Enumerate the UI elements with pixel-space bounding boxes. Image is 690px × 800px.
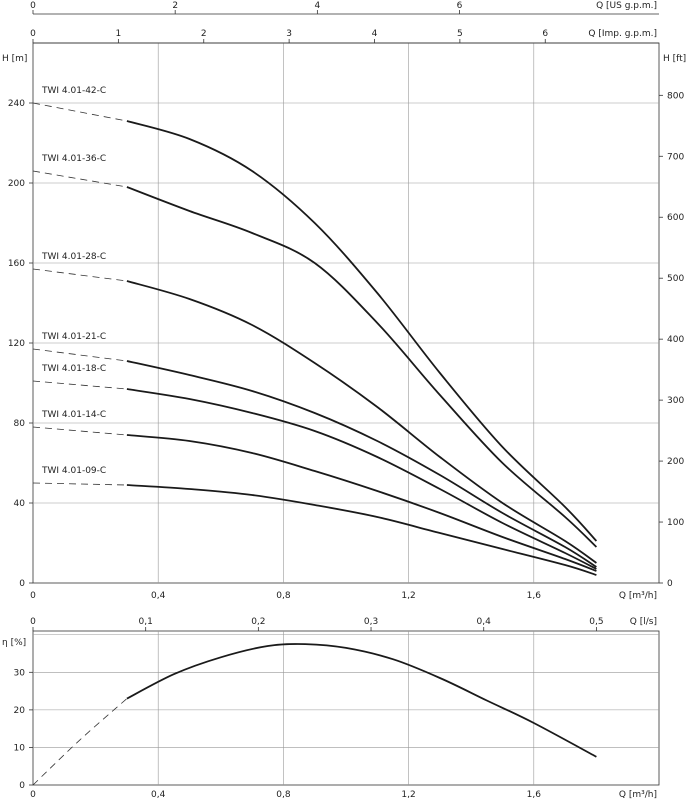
head-right-tick-label: 300 (667, 396, 684, 406)
head-y-tick-label: 40 (14, 499, 26, 509)
imp-axis-tick-label: 3 (286, 29, 292, 39)
eff-y-tick-label: 30 (14, 668, 26, 678)
imp-axis-tick-label: 2 (201, 29, 207, 39)
us-axis-tick-label: 0 (30, 1, 36, 11)
imp-axis-tick-label: 1 (116, 29, 122, 39)
head-y-tick-label: 0 (19, 579, 25, 589)
head-x-tick-label: 0,4 (151, 591, 166, 601)
head-x-tick-label: 1,6 (527, 591, 542, 601)
head-curve-twi-4-01-18-c (126, 388, 597, 570)
eff-x-tick-label: 0,8 (276, 790, 291, 800)
efficiency-curve (126, 643, 597, 758)
lps-axis-tick-label: 0,5 (589, 617, 603, 627)
eff-x-tick-label: 1,2 (401, 790, 415, 800)
head-right-tick-label: 0 (667, 579, 673, 589)
head-right-axis-label: H [ft] (663, 54, 686, 64)
head-curve-dashed-extension (32, 348, 127, 362)
head-curve-twi-4-01-42-c (126, 120, 598, 542)
lps-axis-unit: Q [l/s] (630, 617, 657, 627)
eff-x-tick-label: 1,6 (527, 790, 542, 800)
imp-axis-unit: Q [Imp. g.p.m.] (588, 29, 657, 39)
head-curve-twi-4-01-21-c (126, 360, 597, 568)
head-right-tick-label: 800 (667, 91, 684, 101)
head-y-axis-label: H [m] (2, 54, 27, 64)
head-y-tick-label: 200 (8, 179, 25, 189)
head-right-tick-label: 400 (667, 335, 684, 345)
curve-label: TWI 4.01-21-C (41, 332, 106, 342)
efficiency-curve-dashed-extension (32, 698, 128, 786)
head-y-tick-label: 160 (8, 259, 25, 269)
eff-y-tick-label: 10 (14, 743, 26, 753)
curve-label: TWI 4.01-42-C (41, 86, 106, 96)
head-x-tick-label: 1,2 (401, 591, 415, 601)
lps-axis-tick-label: 0,2 (251, 617, 265, 627)
head-y-tick-label: 240 (8, 99, 25, 109)
lps-axis-tick-label: 0,4 (477, 617, 492, 627)
lps-axis-tick-label: 0,1 (139, 617, 153, 627)
curve-label: TWI 4.01-36-C (41, 154, 106, 164)
head-curve-twi-4-01-28-c (126, 280, 597, 564)
imp-axis-tick-label: 6 (542, 29, 548, 39)
head-curve-dashed-extension (32, 426, 127, 436)
curve-label: TWI 4.01-09-C (41, 466, 106, 476)
lps-axis-tick-label: 0 (30, 617, 36, 627)
us-axis-tick-label: 2 (172, 1, 178, 11)
imp-axis-tick-label: 0 (30, 29, 36, 39)
head-curve-dashed-extension (32, 380, 127, 390)
us-axis-unit: Q [US g.p.m.] (596, 1, 657, 11)
head-curve-dashed-extension (32, 170, 127, 188)
eff-x-tick-label: 0 (30, 790, 36, 800)
efficiency-plot-frame (32, 630, 660, 786)
head-right-tick-label: 200 (667, 457, 684, 467)
head-y-tick-label: 120 (8, 339, 25, 349)
head-curve-twi-4-01-36-c (126, 186, 598, 548)
head-right-tick-label: 100 (667, 518, 684, 528)
us-axis-tick-label: 4 (314, 1, 320, 11)
head-y-tick-label: 80 (14, 419, 26, 429)
lps-axis-tick-label: 0,3 (364, 617, 378, 627)
imp-axis-tick-label: 5 (457, 29, 463, 39)
head-right-tick-label: 700 (667, 152, 684, 162)
head-curve-dashed-extension (32, 482, 127, 486)
head-curve-twi-4-01-09-c (126, 484, 597, 576)
eff-x-axis-label: Q [m³/h] (619, 790, 657, 800)
eff-y-tick-label: 0 (19, 781, 25, 791)
head-curve-twi-4-01-14-c (126, 434, 597, 572)
head-curve-dashed-extension (32, 102, 127, 122)
eff-x-tick-label: 0,4 (151, 790, 166, 800)
head-right-tick-label: 600 (667, 213, 684, 223)
head-x-tick-label: 0,8 (276, 591, 291, 601)
head-curve-dashed-extension (32, 268, 127, 282)
curve-label: TWI 4.01-14-C (41, 410, 106, 420)
imp-axis-tick-label: 4 (372, 29, 378, 39)
head-x-tick-label: 0 (30, 591, 36, 601)
eff-y-tick-label: 20 (14, 706, 26, 716)
head-x-axis-label: Q [m³/h] (619, 591, 657, 601)
us-axis-tick-label: 6 (457, 1, 463, 11)
curve-label: TWI 4.01-18-C (41, 364, 106, 374)
head-plot-frame (32, 42, 660, 584)
eff-y-axis-label: η [%] (2, 638, 26, 648)
curve-label: TWI 4.01-28-C (41, 252, 106, 262)
head-right-tick-label: 500 (667, 274, 684, 284)
